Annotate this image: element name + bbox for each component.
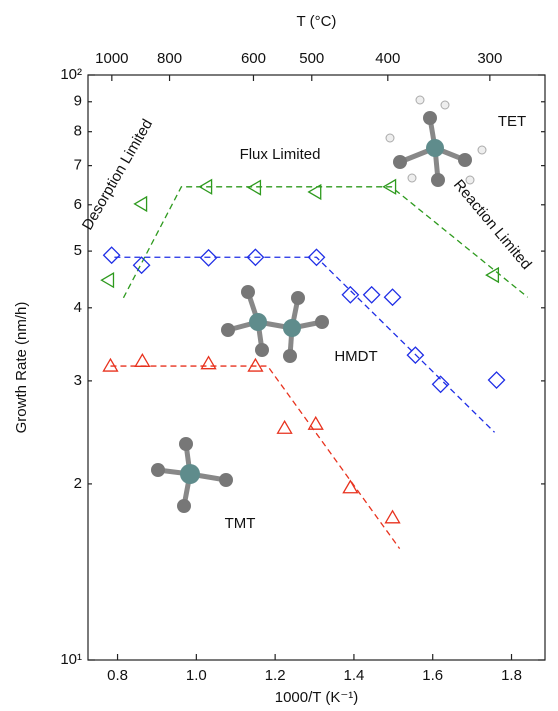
point <box>102 357 119 372</box>
point <box>100 272 115 289</box>
point <box>102 246 121 265</box>
annotation: TET <box>498 113 526 130</box>
molecule-hmdt <box>221 285 329 363</box>
annotation: Desorption Limited <box>79 116 156 233</box>
y-tick-label: 4 <box>74 299 82 316</box>
x2-axis-title: T (°C) <box>297 13 337 30</box>
x-tick-label: 1.8 <box>501 667 522 684</box>
y-tick-label: 10² <box>60 66 82 83</box>
point <box>200 355 217 370</box>
point <box>487 371 506 389</box>
point <box>384 509 401 524</box>
point <box>431 375 450 394</box>
y-tick-label: 5 <box>74 242 82 259</box>
point <box>406 346 425 365</box>
point <box>247 357 264 372</box>
plot-frame <box>87 74 546 661</box>
y-tick-label: 6 <box>74 196 82 213</box>
point <box>307 248 326 267</box>
x2-tick-label: 500 <box>299 50 324 67</box>
x-tick-label: 1.4 <box>343 667 364 684</box>
point <box>276 419 293 434</box>
fit-line <box>122 186 529 299</box>
x-tick-label: 1.6 <box>422 667 443 684</box>
point <box>307 415 324 430</box>
annotation: Flux Limited <box>240 146 321 163</box>
fit-line <box>110 365 401 550</box>
x2-tick-label: 600 <box>241 50 266 67</box>
point <box>307 183 322 201</box>
y-axis-title: Growth Rate (nm/h) <box>13 302 30 434</box>
x-tick-label: 1.0 <box>186 667 207 684</box>
point <box>133 195 148 213</box>
point <box>341 285 360 304</box>
fit-line <box>114 256 496 433</box>
point <box>382 178 397 195</box>
annotation: HMDT <box>334 348 377 365</box>
point <box>132 256 151 275</box>
y-tick-label: 8 <box>74 123 82 140</box>
x2-tick-label: 400 <box>375 50 400 67</box>
annotation: Reaction Limited <box>450 176 535 273</box>
point <box>485 266 500 284</box>
x-tick-label: 0.8 <box>107 667 128 684</box>
molecule-tmt <box>151 437 233 513</box>
x-tick-label: 1.2 <box>265 667 286 684</box>
point <box>199 248 218 267</box>
y-tick-label: 3 <box>74 372 82 389</box>
point <box>247 179 262 196</box>
x-axis-title: 1000/T (K⁻¹) <box>275 689 359 706</box>
point <box>246 248 265 267</box>
y-tick-label: 7 <box>74 157 82 174</box>
point <box>198 178 213 195</box>
annotation: TMT <box>225 515 256 532</box>
y-tick-label: 9 <box>74 93 82 110</box>
molecule-tet <box>385 95 487 187</box>
x2-tick-label: 800 <box>157 50 182 67</box>
point <box>383 288 402 307</box>
y-tick-label: 10¹ <box>60 651 82 668</box>
x2-tick-label: 300 <box>477 50 502 67</box>
y-tick-label: 2 <box>74 475 82 492</box>
point <box>362 285 381 304</box>
x2-tick-label: 1000 <box>95 50 128 67</box>
point <box>342 479 359 494</box>
point <box>134 353 151 367</box>
